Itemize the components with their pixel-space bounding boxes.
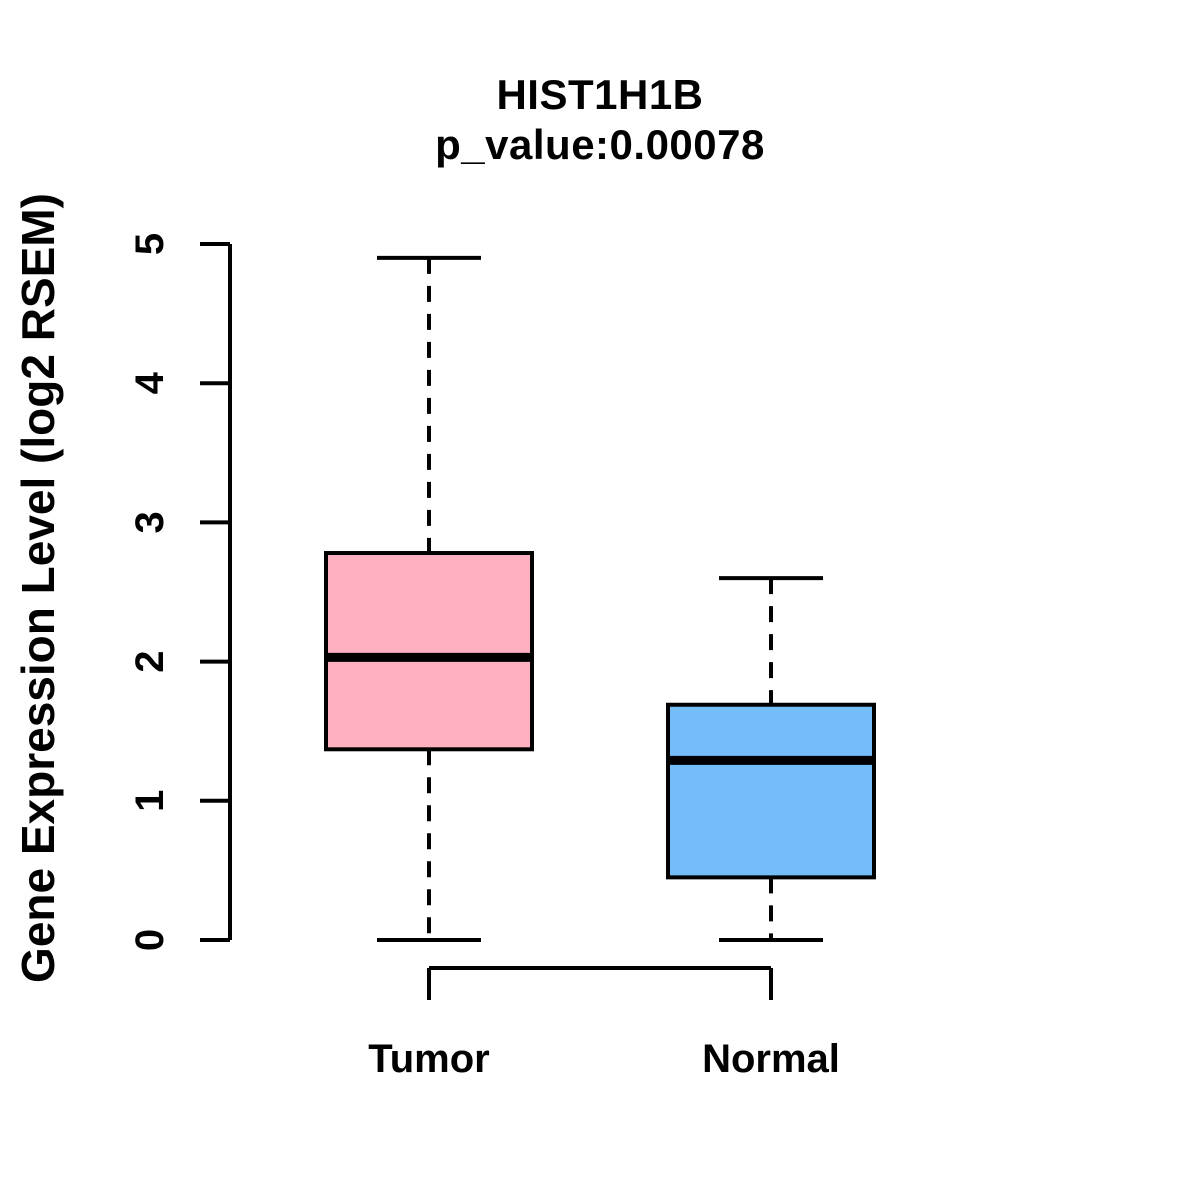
title-block: HIST1H1B p_value:0.00078 xyxy=(0,70,1200,170)
y-axis-tick-label: 3 xyxy=(128,511,172,533)
y-axis-tick-label: 0 xyxy=(128,929,172,951)
y-axis-tick-label: 2 xyxy=(128,650,172,672)
group-label-tumor: Tumor xyxy=(368,1037,489,1081)
chart-subtitle: p_value:0.00078 xyxy=(435,121,765,168)
y-axis-tick-label: 4 xyxy=(128,371,172,394)
y-axis-tick-label: 5 xyxy=(128,233,172,255)
normal-box xyxy=(666,702,876,880)
y-axis-tick-label: 1 xyxy=(128,790,172,812)
tumor-box xyxy=(324,551,534,752)
group-label-normal: Normal xyxy=(702,1037,840,1081)
chart-title: HIST1H1B xyxy=(496,71,704,118)
